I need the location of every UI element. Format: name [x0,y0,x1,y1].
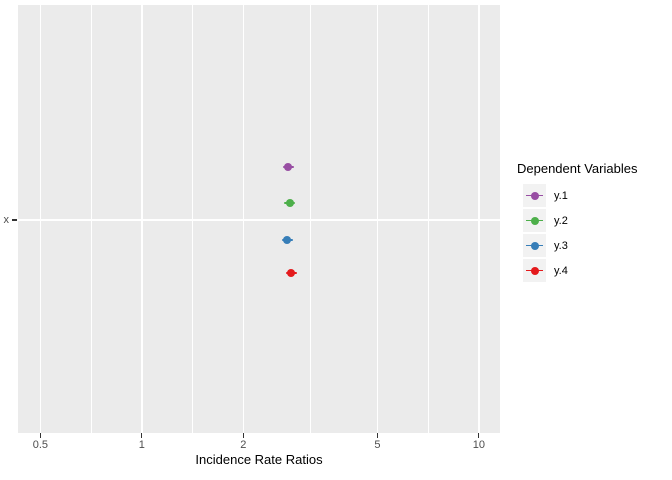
x-axis-tick [478,433,480,438]
y-axis-category-label: x [3,214,10,226]
gridline-major-x [376,5,379,433]
legend-entry-label: y.2 [554,214,568,227]
gridline-major-x [478,5,480,433]
legend-entries: y.1 y.2 y.3 y.4 [523,184,667,282]
legend: Dependent Variables y.1 y.2 y.3 y.4 [517,161,667,284]
legend-point-icon [530,191,539,200]
legend-entry-y.1: y.1 [523,184,667,207]
data-point-y.1 [284,162,293,171]
legend-key-y.2 [523,209,546,232]
gridline-major-y [18,219,500,221]
gridline-major-x [141,5,143,433]
gridline-minor-x [427,5,429,433]
data-point-y.3 [283,235,292,244]
legend-entry-label: y.3 [554,239,568,252]
x-axis-tick [39,433,41,438]
legend-entry-y.2: y.2 [523,209,667,232]
legend-point-icon [530,241,539,250]
x-tick-label: 5 [374,439,381,451]
gridline-minor-x [309,5,311,433]
legend-key-y.4 [523,259,546,282]
x-axis-tick [376,433,379,438]
x-tick-label: 2 [240,439,247,451]
data-point-y.2 [285,198,294,207]
x-tick-label: 1 [138,439,145,451]
gridline-minor-x [90,5,92,433]
legend-point-icon [530,216,539,225]
legend-key-y.1 [523,184,546,207]
legend-entry-label: y.1 [554,189,568,202]
legend-entry-y.4: y.4 [523,259,667,282]
x-axis-tick [141,433,143,438]
legend-key-y.3 [523,234,546,257]
legend-title: Dependent Variables [517,161,638,176]
data-point-y.4 [287,269,295,278]
x-axis-title: Incidence Rate Ratios [195,452,323,467]
legend-entry-y.3: y.3 [523,234,667,257]
gridline-major-x [39,5,42,433]
legend-point-icon [530,266,539,275]
x-tick-label: 10 [472,439,486,451]
y-axis-tick [12,219,17,221]
legend-entry-label: y.4 [554,264,568,277]
x-axis-tick [242,433,244,438]
x-tick-label: 0.5 [32,439,49,451]
plot-panel [18,5,500,433]
gridline-major-x [242,5,245,433]
gridline-minor-x [192,5,194,433]
